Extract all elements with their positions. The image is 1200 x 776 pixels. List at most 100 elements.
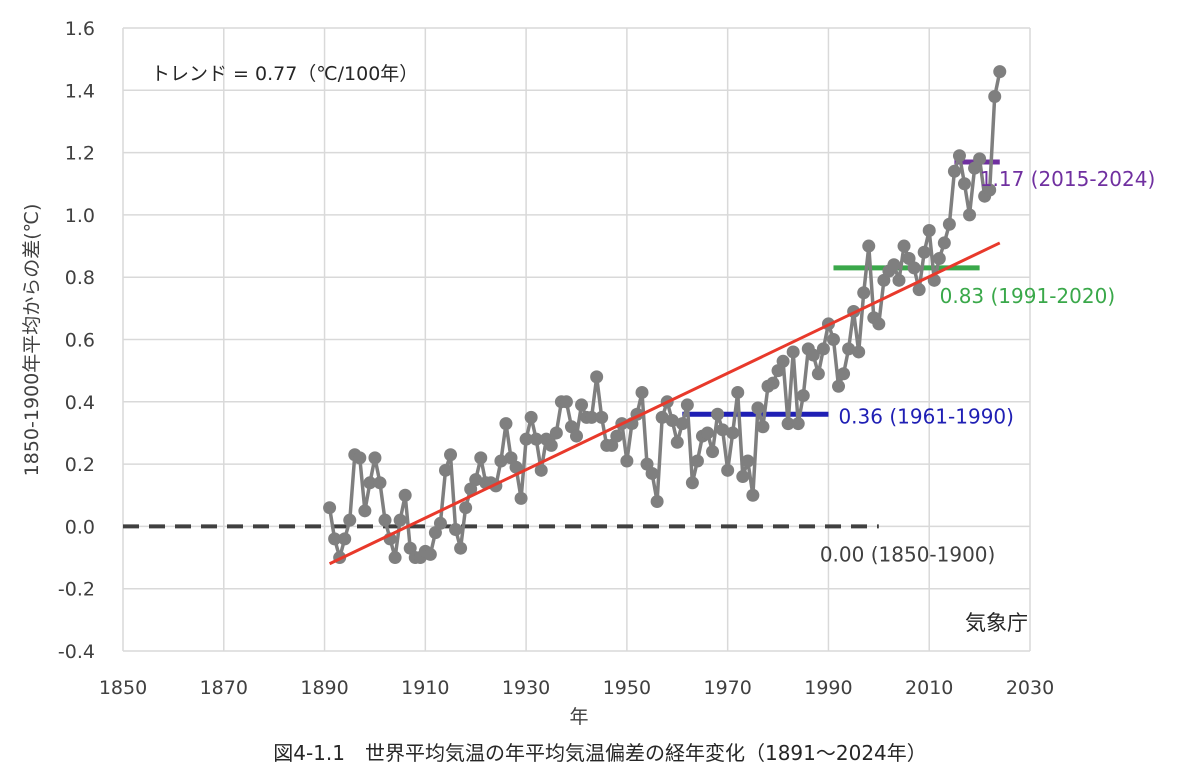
data-point [343, 513, 357, 527]
data-point [932, 252, 946, 266]
data-point [711, 407, 725, 421]
data-point [665, 413, 679, 427]
data-point [716, 423, 730, 437]
data-point [766, 376, 780, 390]
data-point [378, 513, 392, 527]
data-point [524, 410, 538, 424]
y-tick-label: 0.0 [65, 516, 95, 538]
y-tick-label: 0.2 [65, 454, 95, 476]
x-tick-label: 1930 [502, 677, 550, 699]
data-point [872, 317, 886, 331]
y-tick-label: -0.4 [58, 641, 95, 663]
data-point [338, 532, 352, 546]
data-point [328, 532, 342, 546]
data-point [438, 463, 452, 477]
x-tick-label: 1890 [300, 677, 348, 699]
data-point [786, 345, 800, 359]
data-point [852, 345, 866, 359]
data-point [559, 395, 573, 409]
reference-labels: 0.00 (1850-1900) 0.36 (1961-1990) 0.83 (19… [820, 167, 1155, 566]
trend-line [328, 241, 1001, 566]
data-point [983, 183, 997, 197]
x-tick-label: 1970 [703, 677, 751, 699]
y-tick-label: 0.4 [65, 392, 95, 414]
data-point [519, 432, 533, 446]
data-point [706, 445, 720, 459]
trend [328, 241, 1001, 566]
reference-label: 0.83 (1991-2020) [940, 284, 1116, 308]
data-point [368, 451, 382, 465]
data-point [353, 451, 367, 465]
x-tick-label: 1910 [401, 677, 449, 699]
data-point [892, 273, 906, 287]
data-point [680, 398, 694, 412]
data-point [534, 463, 548, 477]
y-tick-label: 1.6 [65, 18, 95, 40]
data-point [469, 473, 483, 487]
data-point [685, 476, 699, 490]
credit-label: 気象庁 [965, 611, 1028, 635]
data-point [947, 164, 961, 178]
y-axis-title: 1850-1900年平均からの差(℃) [21, 204, 43, 477]
reference-lines [123, 159, 1000, 529]
data-point [746, 488, 760, 502]
data-point [963, 208, 977, 222]
data-point [726, 426, 740, 440]
trend-annotation: トレンド = 0.77（℃/100年） [151, 63, 418, 85]
y-tick-label: 1.2 [65, 143, 95, 165]
data-point [570, 429, 583, 443]
series-line [327, 71, 1002, 560]
data-point [590, 370, 604, 384]
x-axis-title: 年 [569, 706, 588, 728]
data-point [922, 223, 936, 237]
data-point [942, 217, 956, 231]
data-point [832, 379, 846, 393]
data-point [444, 448, 458, 462]
data-point [474, 451, 488, 465]
data-point [388, 551, 402, 565]
data-point [907, 261, 921, 275]
data-point [358, 504, 372, 518]
data-point [494, 454, 508, 468]
data-point [826, 333, 840, 346]
data-point [620, 454, 634, 468]
x-tick-label: 2010 [905, 677, 953, 699]
data-point [701, 426, 715, 440]
data-point [917, 245, 931, 259]
data-point [842, 342, 856, 356]
x-tick-label: 2030 [1006, 677, 1054, 699]
data-point [952, 149, 966, 163]
data-point [857, 286, 871, 300]
x-ticks: 1850 1870 1890 1910 1930 1950 1970 1990 2010 2030 [99, 677, 1054, 699]
data-point [373, 476, 387, 490]
data-point [806, 348, 820, 362]
reference-label: 1.17 (2015-2024) [980, 167, 1156, 191]
data-point [781, 417, 795, 431]
y-tick-label: 0.8 [65, 267, 95, 289]
data-point [423, 547, 437, 561]
data-point [585, 410, 599, 424]
data-point [912, 283, 926, 297]
data-point [816, 342, 830, 356]
data-point [529, 432, 543, 446]
data-point [509, 460, 523, 474]
chart: 1850 1870 1890 1910 1930 1950 1970 1990 2010 2030… [21, 18, 1155, 728]
data-point [957, 177, 971, 191]
data-point [459, 501, 473, 515]
data-point [544, 438, 558, 452]
data-point [645, 466, 659, 480]
data-point [499, 417, 513, 431]
data-point [741, 454, 755, 468]
data-point [595, 410, 609, 424]
data-point [650, 494, 664, 508]
data-point [937, 236, 951, 250]
data-point [887, 258, 901, 272]
reference-label: 0.00 (1850-1900) [820, 542, 996, 566]
series [323, 65, 1007, 565]
data-point [751, 401, 765, 415]
data-point [776, 354, 790, 368]
data-point [973, 152, 987, 166]
x-tick-label: 1870 [200, 677, 248, 699]
data-point [796, 389, 810, 403]
data-point [323, 501, 337, 515]
